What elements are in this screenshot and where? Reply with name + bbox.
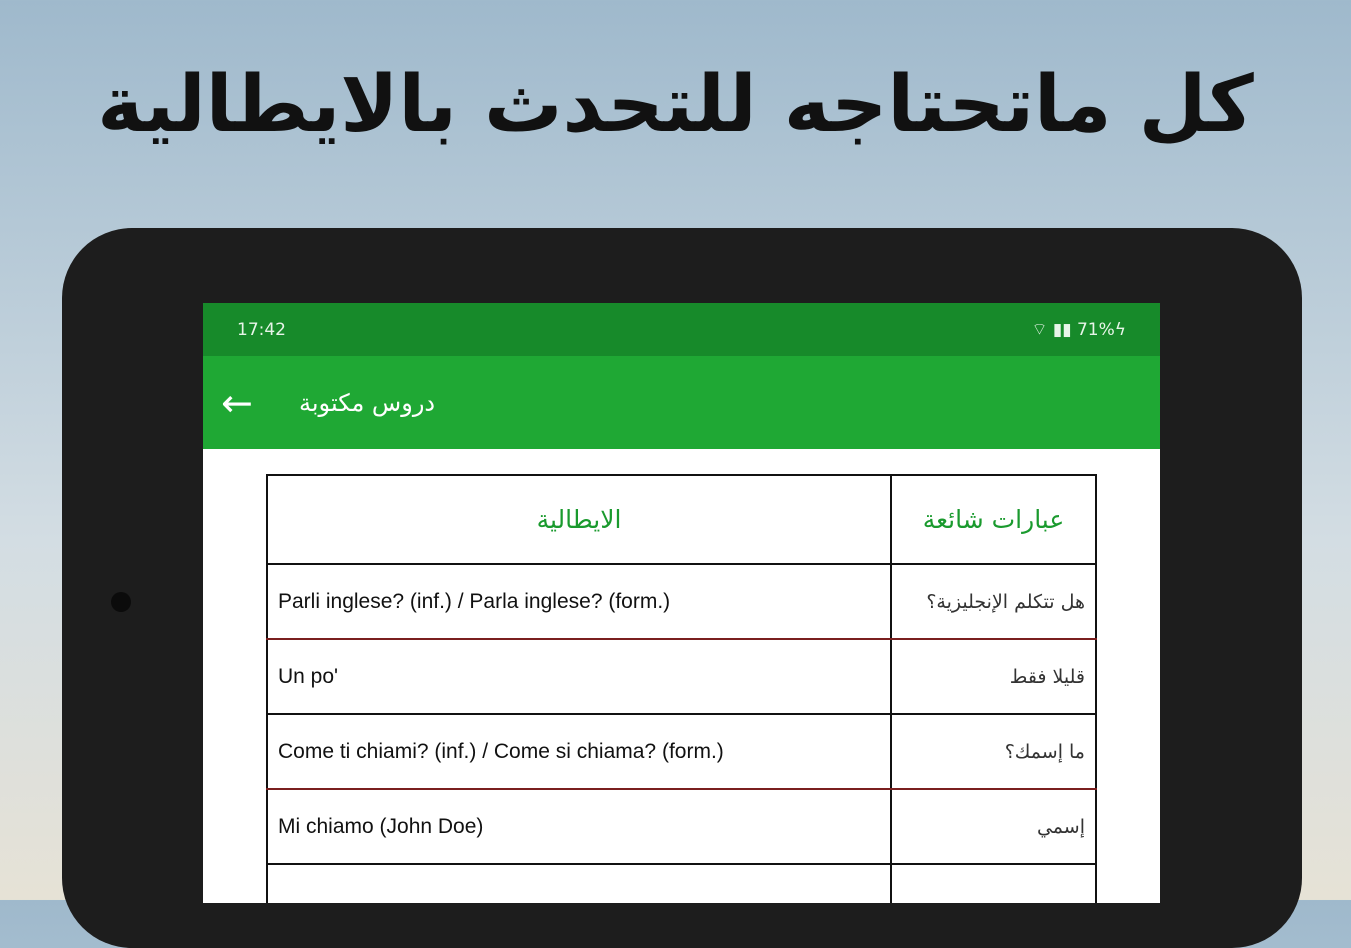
italian-cell: Mi chiamo (John Doe) bbox=[266, 788, 892, 865]
status-time: 17:42 bbox=[237, 319, 286, 340]
wifi-icon: ⌔ ▮▮ bbox=[1031, 320, 1077, 340]
table-header: الايطالية عبارات شائعة bbox=[266, 474, 1097, 565]
header-common-phrases: عبارات شائعة bbox=[890, 474, 1097, 565]
arabic-cell: هل تتكلم الإنجليزية؟ bbox=[890, 563, 1097, 640]
arabic-cell: إسمي bbox=[890, 788, 1097, 865]
table-row[interactable]: Un po' قليلا فقط bbox=[266, 638, 1097, 715]
status-bar: 17:42 ⌔ ▮▮ 71%ϟ bbox=[203, 303, 1160, 356]
header-italian: الايطالية bbox=[266, 474, 892, 565]
table-row[interactable]: Come ti chiami? (inf.) / Come si chiama?… bbox=[266, 713, 1097, 790]
italian-cell: Un po' bbox=[266, 638, 892, 715]
camera-dot bbox=[111, 592, 131, 612]
italian-cell: Come ti chiami? (inf.) / Come si chiama?… bbox=[266, 713, 892, 790]
battery-level: 71% bbox=[1076, 320, 1115, 340]
app-screen: 17:42 ⌔ ▮▮ 71%ϟ ← دروس مكتوبة الايطالية … bbox=[203, 303, 1160, 903]
app-bar: ← دروس مكتوبة bbox=[203, 356, 1160, 449]
status-indicators: ⌔ ▮▮ 71%ϟ bbox=[1031, 319, 1126, 340]
arabic-cell: ما إسمك؟ bbox=[890, 713, 1097, 790]
promo-headline: كل ماتحتاجه للتحدث بالايطالية bbox=[97, 60, 1254, 150]
arabic-cell bbox=[890, 863, 1097, 903]
table-row[interactable] bbox=[266, 863, 1097, 903]
back-arrow-icon[interactable]: ← bbox=[221, 380, 253, 425]
arabic-cell: قليلا فقط bbox=[890, 638, 1097, 715]
italian-cell: Parli inglese? (inf.) / Parla inglese? (… bbox=[266, 563, 892, 640]
table-row[interactable]: Parli inglese? (inf.) / Parla inglese? (… bbox=[266, 563, 1097, 640]
italian-cell bbox=[266, 863, 892, 903]
phrases-table: الايطالية عبارات شائعة Parli inglese? (i… bbox=[266, 474, 1097, 903]
table-row[interactable]: Mi chiamo (John Doe) إسمي bbox=[266, 788, 1097, 865]
charging-icon: ϟ bbox=[1114, 320, 1126, 340]
page-title: دروس مكتوبة bbox=[299, 388, 436, 417]
